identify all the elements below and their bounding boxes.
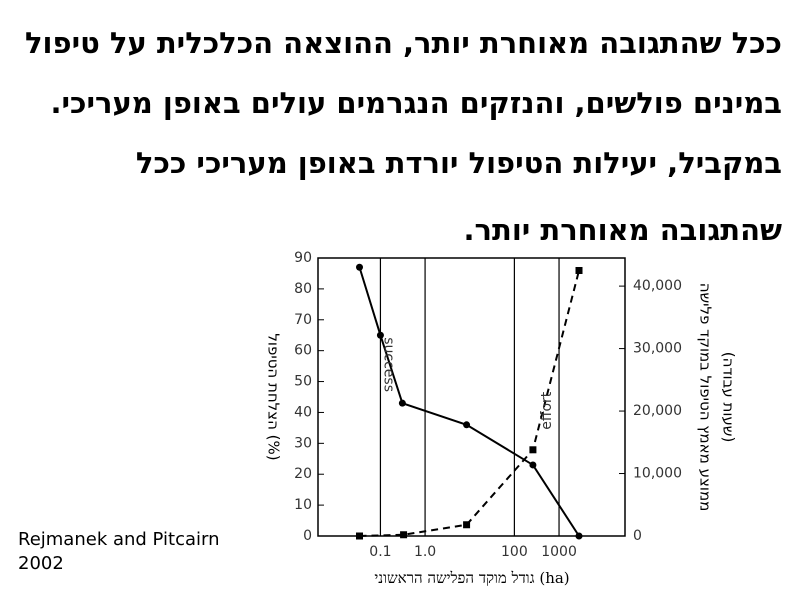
y-axis-label: הצלחת הטיפול (%): [265, 333, 283, 460]
series-label: success: [380, 337, 396, 392]
marker: [463, 421, 471, 429]
y-tick-label: 40: [294, 404, 312, 420]
citation: 2002: [18, 553, 64, 574]
series-line: [359, 270, 580, 537]
y2-tick-label: 20,000: [633, 403, 682, 419]
marker: [575, 266, 583, 274]
text-line: במקביל, יעילות הטיפול יורדת באופן מעריכי…: [136, 146, 782, 180]
series-line: [358, 266, 580, 537]
text-line: ככל שהתגובה מאוחרת יותר, ההוצאה הכלכלית …: [25, 26, 782, 60]
marker: [376, 331, 384, 339]
marker: [575, 532, 583, 540]
x-axis-label: גודל מוקד הפלישה הראשוני (ha): [374, 569, 569, 587]
x-tick-label: 0.1: [369, 544, 391, 560]
y2-tick-label: 10,000: [633, 466, 682, 482]
y2-tick-label: 0: [633, 528, 642, 544]
x-tick-label: 1.0: [414, 544, 436, 560]
y-tick-label: 0: [303, 528, 312, 544]
marker: [398, 399, 406, 407]
y-tick-label: 80: [294, 281, 312, 297]
marker: [356, 532, 364, 540]
citation: Rejmanek and Pitcairn: [18, 529, 220, 550]
x-tick-label: 100: [501, 544, 528, 560]
y-tick-label: 10: [294, 497, 312, 513]
y-tick-label: 30: [294, 435, 312, 451]
text-line: במינים פולשים, והנזקים הנגרמים עולים באו…: [51, 86, 783, 120]
marker: [356, 263, 364, 271]
y-tick-label: 50: [294, 374, 312, 390]
x-tick-label: 1000: [541, 544, 577, 560]
y2-axis-label: (שעות עבודה): [720, 352, 738, 443]
marker: [529, 461, 537, 469]
y-tick-label: 60: [294, 343, 312, 359]
marker: [463, 521, 471, 529]
y2-tick-label: 40,000: [633, 278, 682, 294]
y2-axis-label: ממוצע מאמץ הטיפול במוקד פלישה: [697, 283, 715, 512]
marker: [529, 446, 537, 454]
text-line: שהתגובה מאוחרת יותר.: [464, 213, 782, 247]
plot-frame: [317, 257, 626, 537]
marker: [400, 531, 408, 539]
y-tick-label: 20: [294, 466, 312, 482]
y2-tick-label: 30,000: [633, 341, 682, 357]
series-label: effort: [539, 391, 555, 430]
y-tick-label: 90: [294, 250, 312, 266]
y-tick-label: 70: [294, 312, 312, 328]
